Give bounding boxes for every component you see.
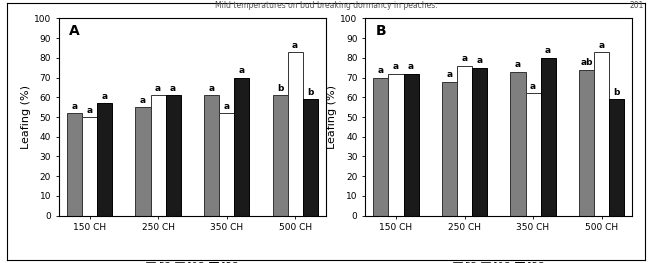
Bar (457, 66, 472, 216)
Text: a: a (71, 102, 78, 111)
Bar (219, 113, 234, 216)
Text: ab: ab (580, 58, 593, 67)
Text: a: a (209, 84, 215, 93)
Text: a: a (599, 41, 604, 49)
Text: a: a (447, 70, 452, 79)
Text: a: a (224, 102, 230, 111)
Bar (404, 74, 419, 216)
Bar (526, 93, 541, 216)
Bar (136, 107, 151, 216)
Bar (204, 95, 219, 216)
Bar (273, 95, 288, 216)
Bar (67, 113, 82, 216)
Text: a: a (408, 62, 414, 71)
Y-axis label: Leafing (%): Leafing (%) (327, 85, 338, 149)
Text: a: a (292, 41, 298, 49)
Text: a: a (170, 84, 176, 93)
Bar (389, 74, 404, 216)
Bar (288, 52, 303, 216)
Bar (303, 99, 318, 216)
Text: a: a (87, 106, 93, 115)
Text: a: a (378, 66, 384, 75)
Bar (579, 70, 594, 216)
Text: 201: 201 (629, 1, 644, 10)
Bar (594, 52, 609, 216)
Text: a: a (530, 82, 536, 91)
Bar (609, 99, 624, 216)
Text: a: a (545, 47, 551, 55)
Text: b: b (614, 88, 620, 97)
Text: a: a (140, 96, 146, 105)
Bar (97, 103, 112, 216)
Text: b: b (277, 84, 283, 93)
Legend: 5C, 10C, 15C: 5C, 10C, 15C (449, 258, 548, 263)
Bar (166, 95, 181, 216)
Y-axis label: Leafing (%): Leafing (%) (21, 85, 31, 149)
Text: a: a (239, 66, 244, 75)
Bar (511, 72, 526, 216)
Text: a: a (102, 92, 108, 101)
Text: a: a (477, 56, 482, 65)
Text: Mild temperatures on bud breaking dormancy in peaches.: Mild temperatures on bud breaking dorman… (215, 1, 437, 10)
Legend: 5C, 10C, 15C: 5C, 10C, 15C (143, 258, 242, 263)
Text: a: a (515, 60, 521, 69)
Text: a: a (393, 62, 399, 71)
Bar (442, 82, 457, 216)
Bar (151, 95, 166, 216)
Text: B: B (376, 24, 387, 38)
Text: a: a (462, 54, 467, 63)
Bar (374, 78, 389, 216)
Bar (82, 117, 97, 216)
Text: a: a (155, 84, 161, 93)
Text: b: b (307, 88, 314, 97)
Bar (234, 78, 249, 216)
Bar (472, 68, 487, 216)
Text: A: A (69, 24, 80, 38)
Bar (541, 58, 556, 216)
